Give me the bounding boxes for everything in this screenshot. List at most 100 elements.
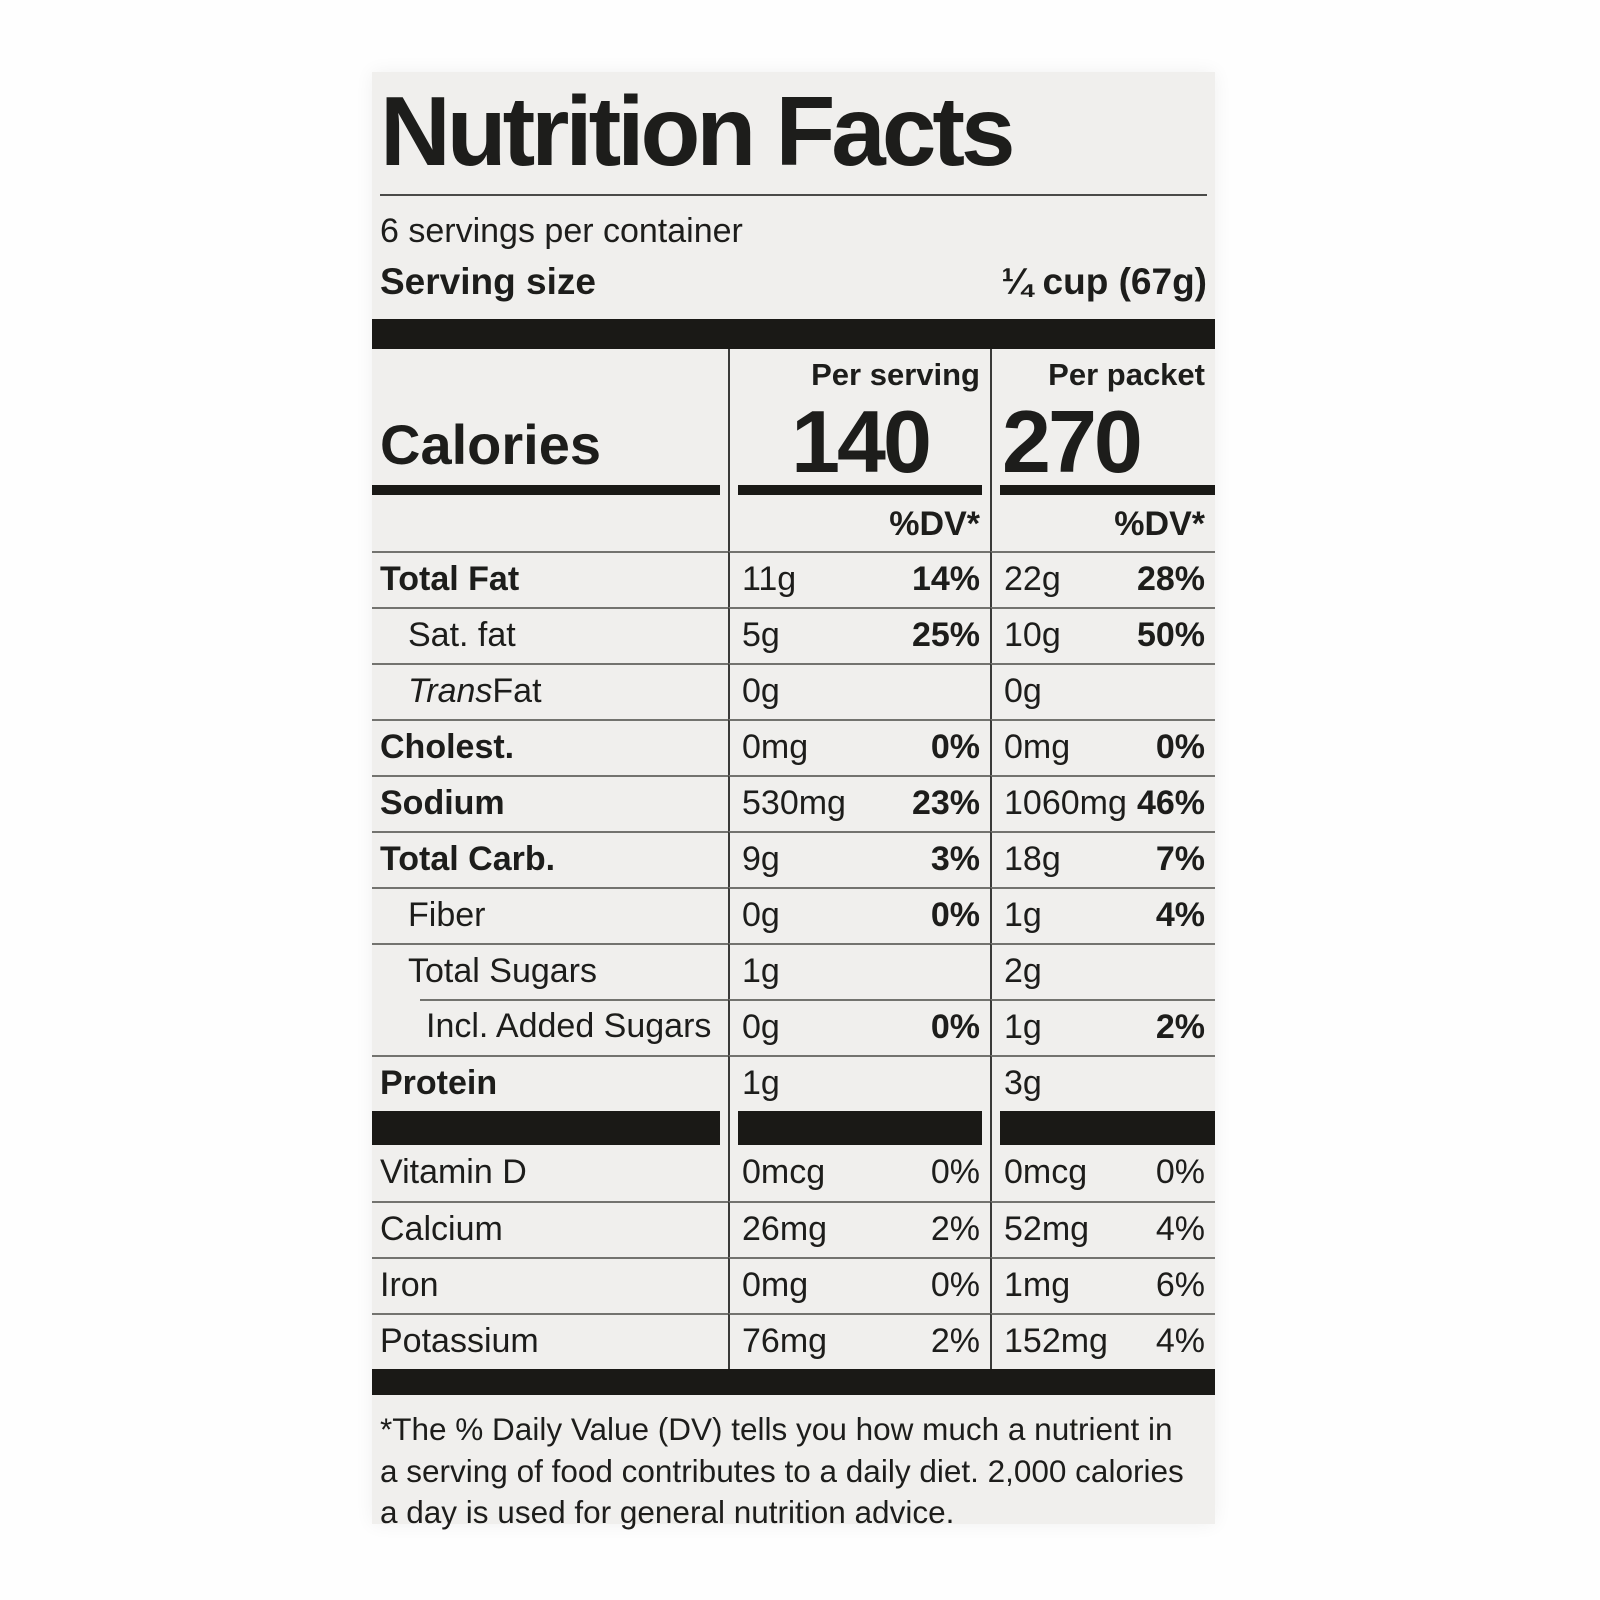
nutrient-serving-values: 9g 3% bbox=[728, 830, 990, 887]
calories-label: Calories bbox=[380, 412, 601, 476]
footnote-line: *The % Daily Value (DV) tells you how mu… bbox=[380, 1410, 1173, 1447]
daily-value-percent: 0% bbox=[930, 1266, 980, 1305]
amount-value: 0g bbox=[742, 1008, 780, 1047]
daily-value-percent: 14% bbox=[911, 560, 980, 599]
daily-value-percent: 50% bbox=[1136, 616, 1205, 655]
daily-value-percent: 4% bbox=[1155, 896, 1205, 935]
amount-value: 0mg bbox=[742, 1266, 809, 1305]
daily-value-percent: 2% bbox=[930, 1322, 980, 1361]
thick-bar-bottom bbox=[372, 1368, 1215, 1395]
amount-value: 76mg bbox=[742, 1322, 828, 1361]
label-header: Nutrition Facts 6 servings per container… bbox=[372, 72, 1215, 319]
nutrient-name: Potassium bbox=[372, 1312, 728, 1369]
daily-value-percent: 3% bbox=[930, 840, 980, 879]
vitamins-table: Vitamin D 0mcg 0% 0mcg 0% Calcium 26mg 2% 52mg 4%… bbox=[372, 1144, 1215, 1369]
nutrient-serving-values: 0mg 0% bbox=[728, 1256, 990, 1313]
amount-value: 1g bbox=[1004, 896, 1042, 935]
nutrient-name: Trans Fat bbox=[372, 662, 728, 719]
footnote-line: a serving of food contributes to a daily… bbox=[380, 1452, 1184, 1489]
nutrient-name: Sat. fat bbox=[372, 606, 728, 663]
dv-header-per-serving: %DV* bbox=[728, 498, 990, 551]
amount-value: 1060mg bbox=[1004, 784, 1127, 823]
amount-value: 22g bbox=[1004, 560, 1061, 599]
amount-value: 52mg bbox=[1004, 1210, 1090, 1249]
daily-value-percent: 28% bbox=[1136, 560, 1205, 599]
amount-value: 0mcg bbox=[1004, 1153, 1088, 1192]
amount-value: 10g bbox=[1004, 616, 1061, 655]
daily-value-percent: 2% bbox=[1155, 1008, 1205, 1047]
amount-value: 0g bbox=[742, 896, 780, 935]
amount-value: 152mg bbox=[1004, 1322, 1108, 1361]
serving-size-label: Serving size bbox=[380, 260, 596, 302]
label-title: Nutrition Facts bbox=[380, 76, 1015, 186]
nutrient-name: Iron bbox=[372, 1256, 728, 1313]
nutrient-serving-values: 0mg 0% bbox=[728, 718, 990, 775]
daily-value-percent: 46% bbox=[1136, 784, 1205, 823]
nutrient-packet-values: 22g 28% bbox=[990, 550, 1215, 607]
thick-bar-top bbox=[372, 318, 1215, 349]
nutrient-packet-values: 1mg 6% bbox=[990, 1256, 1215, 1313]
nutrients-table: Total Fat 11g 14% 22g 28% Sat. fat 5g 25% 10g 50%… bbox=[372, 550, 1215, 1111]
nutrient-packet-values: 18g 7% bbox=[990, 830, 1215, 887]
calories-per-packet-value: 270 bbox=[1002, 392, 1143, 491]
daily-value-percent: 0% bbox=[1155, 1153, 1205, 1192]
nutrient-serving-values: 0g 0% bbox=[728, 998, 990, 1055]
daily-value-percent: 0% bbox=[930, 1008, 980, 1047]
calories-rule-segment bbox=[990, 484, 1215, 499]
daily-value-percent: 23% bbox=[911, 784, 980, 823]
nutrient-name-part: Fat bbox=[492, 672, 542, 711]
nutrient-name: Total Fat bbox=[372, 550, 728, 607]
nutrient-serving-values: 0g bbox=[728, 662, 990, 719]
nutrient-packet-values: 0mcg 0% bbox=[990, 1144, 1215, 1201]
calories-per-serving-value: 140 bbox=[791, 392, 932, 491]
nutrient-name-italic-part: Trans bbox=[408, 672, 493, 711]
nutrient-name: Calcium bbox=[372, 1200, 728, 1257]
thick-bar-segment bbox=[728, 1110, 990, 1145]
per-serving-header: Per serving bbox=[811, 356, 980, 392]
thick-bar-segment bbox=[990, 1110, 1215, 1145]
daily-value-percent: 0% bbox=[1155, 728, 1205, 767]
thick-bar-middle bbox=[372, 1110, 1215, 1145]
nutrient-serving-values: 5g 25% bbox=[728, 606, 990, 663]
amount-value: 0mg bbox=[1004, 728, 1071, 767]
amount-value: 11g bbox=[742, 560, 797, 599]
serving-size-value: ¼ cup (67g) bbox=[1001, 260, 1207, 302]
nutrient-serving-values: 11g 14% bbox=[728, 550, 990, 607]
daily-value-percent: 0% bbox=[930, 728, 980, 767]
amount-value: 18g bbox=[1004, 840, 1061, 879]
amount-value: 0g bbox=[742, 672, 780, 711]
title-divider bbox=[380, 193, 1207, 196]
nutrient-name: Sodium bbox=[372, 774, 728, 831]
nutrient-name: Fiber bbox=[372, 886, 728, 943]
dv-footnote: *The % Daily Value (DV) tells you how mu… bbox=[372, 1395, 1215, 1534]
nutrient-serving-values: 1g bbox=[728, 942, 990, 999]
daily-value-percent: 4% bbox=[1155, 1322, 1205, 1361]
thick-bar-segment bbox=[372, 1110, 728, 1145]
per-packet-header: Per packet bbox=[1048, 356, 1205, 392]
serving-size-row: Serving size ¼ cup (67g) bbox=[380, 261, 1207, 319]
amount-value: 0mg bbox=[742, 728, 809, 767]
dv-header-spacer bbox=[372, 499, 728, 551]
amount-value: 9g bbox=[742, 840, 780, 879]
calories-rule-segment bbox=[728, 484, 990, 499]
nutrient-name: Vitamin D bbox=[380, 1153, 527, 1192]
daily-value-percent: 25% bbox=[911, 616, 980, 655]
nutrient-serving-values: 1g bbox=[728, 1054, 990, 1111]
daily-value-percent: 4% bbox=[1155, 1210, 1205, 1249]
amount-value: 1g bbox=[742, 952, 780, 991]
dv-header-per-packet: %DV* bbox=[990, 498, 1215, 551]
nutrient-packet-values: 0mg 0% bbox=[990, 718, 1215, 775]
nutrient-packet-values: 10g 50% bbox=[990, 606, 1215, 663]
amount-value: 530mg bbox=[742, 784, 846, 823]
nutrient-name: Incl. Added Sugars bbox=[372, 998, 728, 1055]
nutrient-name: Total Sugars bbox=[372, 942, 728, 999]
servings-per-container: 6 servings per container bbox=[380, 211, 743, 250]
nutrient-packet-values: 1g 4% bbox=[990, 886, 1215, 943]
nutrient-serving-values: 530mg 23% bbox=[728, 774, 990, 831]
amount-value: 1mg bbox=[1004, 1266, 1071, 1305]
nutrient-serving-values: 76mg 2% bbox=[728, 1312, 990, 1369]
calories-section: Calories Per serving 140 Per packet 270 … bbox=[372, 348, 1215, 551]
daily-value-percent: 7% bbox=[1155, 840, 1205, 879]
amount-value: 1g bbox=[1004, 1008, 1042, 1047]
nutrient-packet-values: 52mg 4% bbox=[990, 1200, 1215, 1257]
